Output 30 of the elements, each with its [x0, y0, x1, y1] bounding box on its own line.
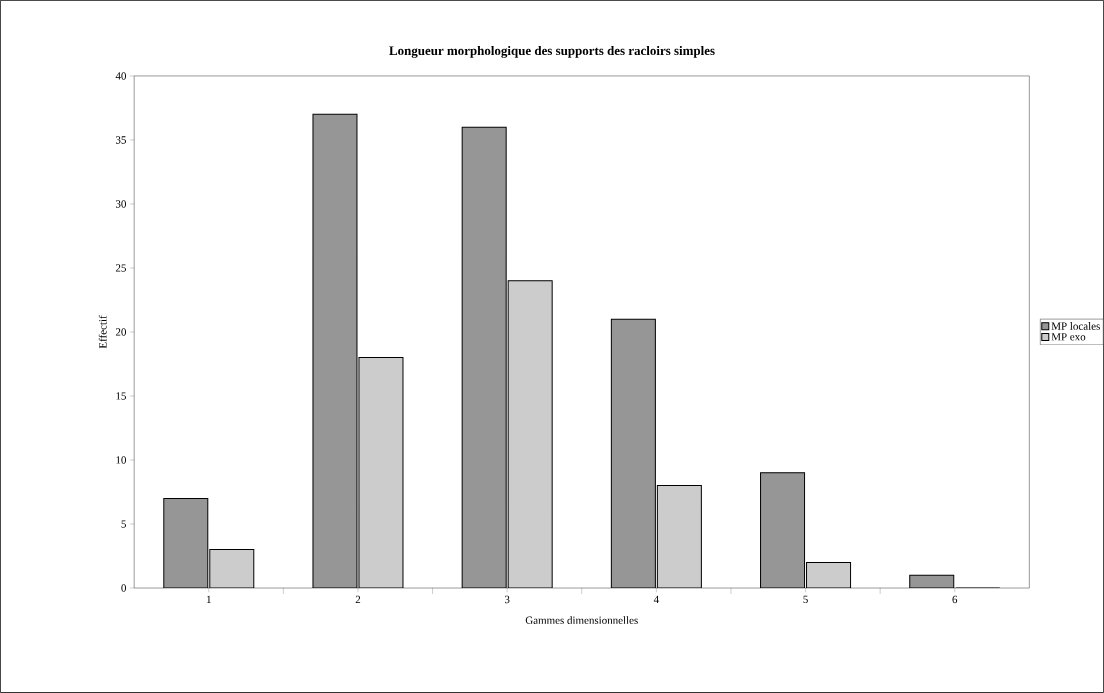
bar	[312, 113, 358, 589]
legend-label: MP locales	[1051, 322, 1100, 330]
bar	[760, 472, 806, 589]
y-tick-label: 15	[116, 392, 126, 400]
y-tick-label: 5	[121, 520, 126, 528]
y-tick-label: 30	[115, 200, 126, 208]
x-axis-title: Gammes dimensionnelles	[525, 616, 638, 625]
bar	[358, 357, 404, 589]
y-tick-label: 0	[121, 584, 126, 592]
chart-title: Longueur morphologique des supports des racloirs simples	[389, 46, 715, 58]
y-tick-label: 25	[115, 264, 126, 272]
y-axis-title: Effectif	[98, 315, 107, 349]
bar	[461, 126, 507, 589]
bar	[806, 561, 852, 589]
bar	[163, 498, 208, 589]
y-tick-label: 10	[116, 456, 126, 464]
y-tick-label: 20	[115, 328, 126, 336]
x-tick-label: 4	[653, 595, 659, 604]
x-tick-label: 2	[355, 595, 361, 604]
x-tick-label: 3	[504, 595, 510, 604]
x-tick-label: 6	[952, 595, 958, 604]
bar	[610, 318, 656, 589]
bar	[507, 280, 553, 589]
bar	[656, 485, 702, 589]
x-tick-label: 1	[207, 595, 211, 604]
y-tick-label: 40	[115, 72, 126, 80]
bar	[209, 549, 254, 589]
y-tick-label: 35	[115, 136, 126, 144]
legend-label: MP exo	[1051, 333, 1086, 341]
x-tick-label: 5	[803, 595, 808, 604]
